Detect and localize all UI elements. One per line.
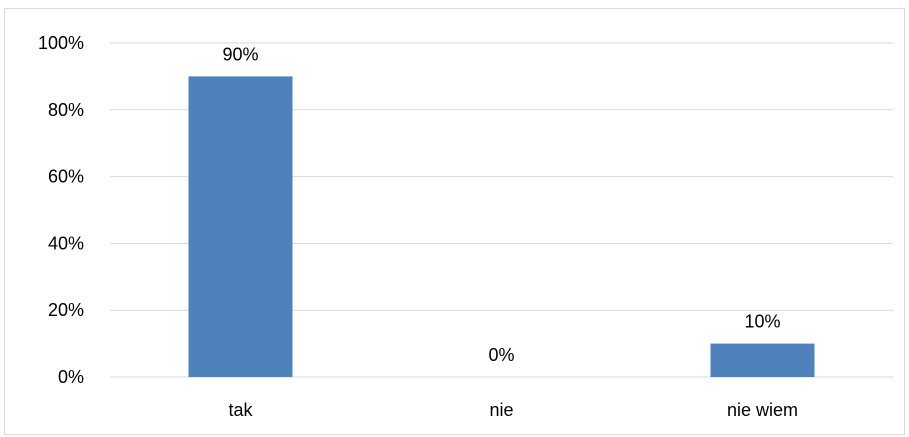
y-tick-label: 40% — [48, 233, 84, 253]
bar — [188, 76, 293, 378]
x-category-label: nie wiem — [727, 400, 798, 420]
bar — [710, 343, 815, 377]
bars — [188, 76, 815, 378]
y-axis-ticks: 0% 20% 40% 60% 80% 100% — [38, 33, 84, 387]
data-labels: 90% 0% 10% — [222, 44, 780, 365]
x-category-label: tak — [228, 400, 253, 420]
x-category-label: nie — [489, 400, 513, 420]
y-tick-label: 0% — [58, 367, 84, 387]
data-label: 90% — [222, 44, 258, 64]
x-axis-categories: tak nie nie wiem — [228, 400, 798, 420]
y-tick-label: 60% — [48, 167, 84, 187]
y-tick-label: 100% — [38, 33, 84, 53]
y-tick-label: 20% — [48, 300, 84, 320]
data-label: 0% — [488, 345, 514, 365]
data-label: 10% — [744, 312, 780, 332]
y-tick-label: 80% — [48, 100, 84, 120]
